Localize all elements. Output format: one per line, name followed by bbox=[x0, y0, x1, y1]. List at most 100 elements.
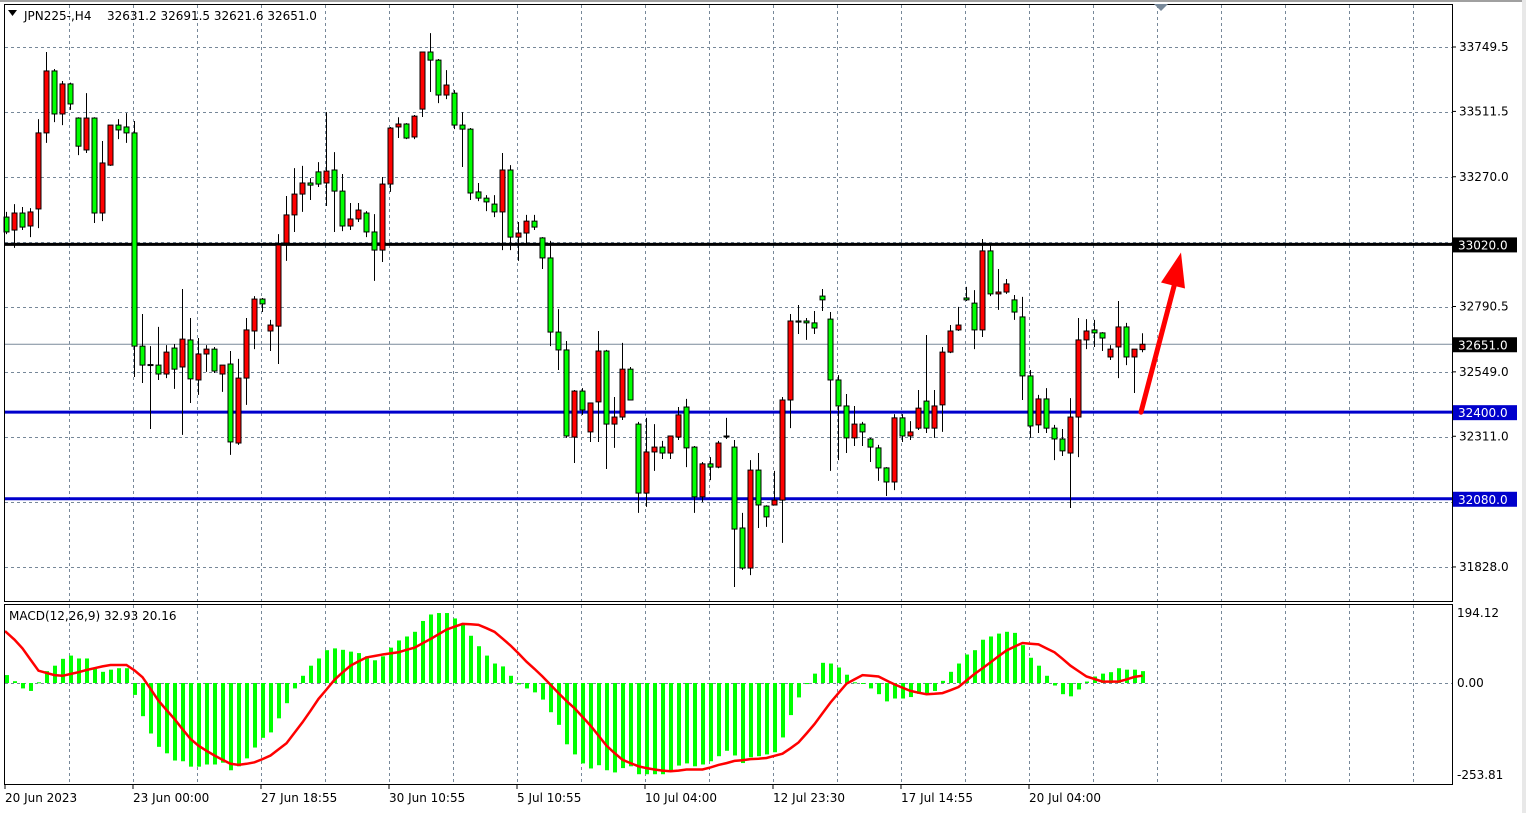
macd-histogram-bar bbox=[933, 683, 937, 691]
macd-label: MACD(12,26,9) 32.93 20.16 bbox=[9, 609, 176, 623]
macd-histogram-bar bbox=[709, 683, 713, 762]
macd-histogram-bar bbox=[861, 683, 865, 684]
macd-histogram-bar bbox=[245, 683, 249, 759]
macd-histogram-bar bbox=[885, 683, 889, 702]
candle-body bbox=[139, 345, 146, 366]
macd-histogram-bar bbox=[165, 683, 169, 754]
candle bbox=[635, 421, 642, 513]
candle bbox=[371, 214, 378, 281]
level-price-badge bbox=[1453, 237, 1517, 253]
candle bbox=[643, 417, 650, 507]
candle-body bbox=[995, 291, 1002, 295]
candle-body bbox=[859, 423, 866, 433]
candle-body bbox=[475, 191, 482, 199]
chart-shift-marker-icon[interactable] bbox=[1154, 4, 1168, 11]
candle-body bbox=[499, 169, 506, 213]
candle-body bbox=[331, 169, 338, 192]
candle bbox=[747, 460, 754, 576]
macd-histogram-bar bbox=[37, 682, 41, 684]
macd-histogram-bar bbox=[237, 683, 241, 767]
candle-body bbox=[163, 351, 170, 375]
candle-body bbox=[739, 527, 746, 569]
candle bbox=[59, 80, 66, 126]
macd-histogram-bar bbox=[61, 658, 65, 683]
macd-histogram-bar bbox=[365, 656, 369, 683]
candle-body bbox=[1035, 398, 1042, 426]
candle-body bbox=[819, 295, 826, 301]
dropdown-triangle-icon[interactable] bbox=[8, 10, 17, 16]
candle-body bbox=[779, 399, 786, 501]
candle-body bbox=[75, 117, 82, 147]
window-top-border bbox=[0, 0, 1526, 2]
candle bbox=[475, 182, 482, 202]
macd-histogram-bar bbox=[253, 683, 257, 748]
candle-body bbox=[651, 446, 658, 453]
candle bbox=[627, 366, 634, 401]
candle bbox=[715, 440, 722, 469]
candle-body bbox=[683, 406, 690, 449]
candle bbox=[587, 402, 594, 442]
macd-histogram-bar bbox=[581, 683, 585, 764]
candle bbox=[947, 325, 954, 354]
level-price-label: 32080.0 bbox=[1458, 493, 1508, 507]
macd-histogram-bar bbox=[317, 658, 321, 683]
candle bbox=[267, 319, 274, 352]
candle-body bbox=[1131, 348, 1138, 358]
candle bbox=[347, 203, 354, 231]
macd-histogram-bar bbox=[421, 620, 425, 683]
candle bbox=[275, 234, 282, 365]
macd-histogram-bar bbox=[957, 663, 961, 683]
candle bbox=[883, 467, 890, 497]
candle-body bbox=[1139, 343, 1146, 351]
macd-histogram-bar bbox=[173, 683, 177, 761]
candle-body bbox=[747, 469, 754, 569]
candle-body bbox=[491, 203, 498, 213]
candle-body bbox=[387, 127, 394, 185]
macd-histogram-bar bbox=[381, 656, 385, 683]
price-axis-label: 33749.5 bbox=[1459, 40, 1509, 54]
macd-histogram-bar bbox=[453, 618, 457, 683]
candle bbox=[515, 221, 522, 261]
arrow-head-icon[interactable] bbox=[1161, 252, 1185, 289]
candle-body bbox=[267, 324, 274, 332]
macd-histogram-bar bbox=[517, 683, 521, 685]
macd-histogram-bar bbox=[613, 683, 617, 773]
macd-histogram-bar bbox=[749, 683, 753, 758]
macd-histogram-bar bbox=[845, 674, 849, 683]
candle-body bbox=[715, 442, 722, 468]
candle bbox=[115, 119, 122, 140]
candle-body bbox=[131, 132, 138, 347]
candle-body bbox=[979, 250, 986, 331]
macd-histogram-bar bbox=[789, 683, 793, 716]
candle bbox=[19, 207, 26, 231]
time-axis-label: 10 Jul 04:00 bbox=[645, 791, 717, 805]
axes: 33749.5 33511.5 33270.0 32790.5 32549.0 32311… bbox=[4, 40, 1517, 805]
candle-body bbox=[987, 250, 994, 295]
candle bbox=[1107, 345, 1114, 360]
macd-histogram-bar bbox=[1125, 669, 1129, 683]
up-arrow-annotation[interactable] bbox=[1138, 252, 1185, 415]
macd-histogram-bar bbox=[773, 683, 777, 753]
macd-histogram-bar bbox=[93, 668, 97, 683]
macd-histogram-bar bbox=[21, 683, 25, 689]
current-price-badge bbox=[1453, 337, 1517, 353]
macd-histogram-bar bbox=[125, 668, 129, 683]
candle bbox=[795, 305, 802, 334]
macd-histogram-bar bbox=[1069, 683, 1073, 697]
macd-histogram-bar bbox=[461, 624, 465, 683]
price-axis-label: 32790.5 bbox=[1459, 300, 1509, 314]
macd-histogram-bar bbox=[373, 660, 377, 683]
candle bbox=[419, 51, 426, 117]
candle-body bbox=[211, 348, 218, 372]
candle-body bbox=[963, 297, 970, 301]
arrow-shaft[interactable] bbox=[1138, 280, 1178, 415]
macd-histogram-bar bbox=[637, 683, 641, 775]
candle-body bbox=[1091, 329, 1098, 334]
time-axis-label: 20 Jun 2023 bbox=[5, 791, 77, 805]
price-axis-label: 33511.5 bbox=[1459, 104, 1509, 118]
candle bbox=[451, 90, 458, 130]
candle-body bbox=[483, 197, 490, 203]
candle bbox=[1027, 369, 1034, 438]
candle bbox=[1019, 296, 1026, 400]
